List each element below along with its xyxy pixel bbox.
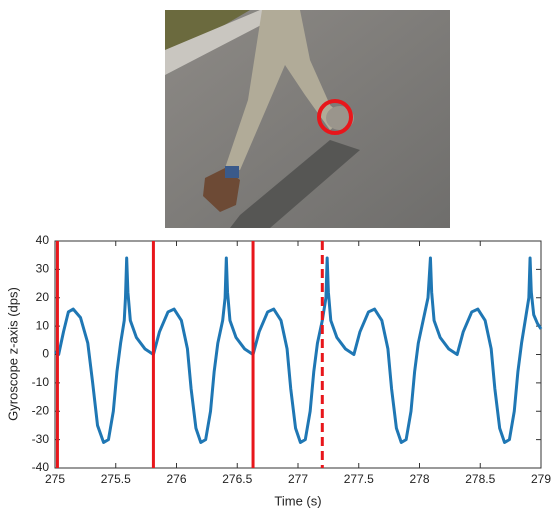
x-tick-label: 277 [288, 472, 308, 486]
y-tick-label: 0 [42, 347, 49, 361]
photo [165, 10, 450, 228]
y-tick-label: -20 [32, 403, 50, 417]
y-tick-label: 10 [36, 318, 50, 332]
figure: Time (s) Gyroscope z-axis (dps) -40-30-2… [0, 0, 552, 510]
x-tick-label: 278.5 [465, 472, 495, 486]
y-tick-label: 20 [36, 290, 50, 304]
x-tick-label: 279 [531, 472, 551, 486]
y-tick-label: 30 [36, 262, 50, 276]
x-tick-label: 276 [166, 472, 186, 486]
x-tick-label: 275 [45, 472, 65, 486]
x-tick-label: 277.5 [344, 472, 374, 486]
x-tick-label: 275.5 [101, 472, 131, 486]
y-tick-label: 40 [36, 233, 50, 247]
y-tick-label: -30 [32, 432, 50, 446]
x-axis-label: Time (s) [274, 493, 321, 508]
x-tick-label: 278 [409, 472, 429, 486]
y-tick-label: -10 [32, 375, 50, 389]
x-tick-label: 276.5 [222, 472, 252, 486]
y-axis-label: Gyroscope z-axis (dps) [5, 287, 20, 421]
